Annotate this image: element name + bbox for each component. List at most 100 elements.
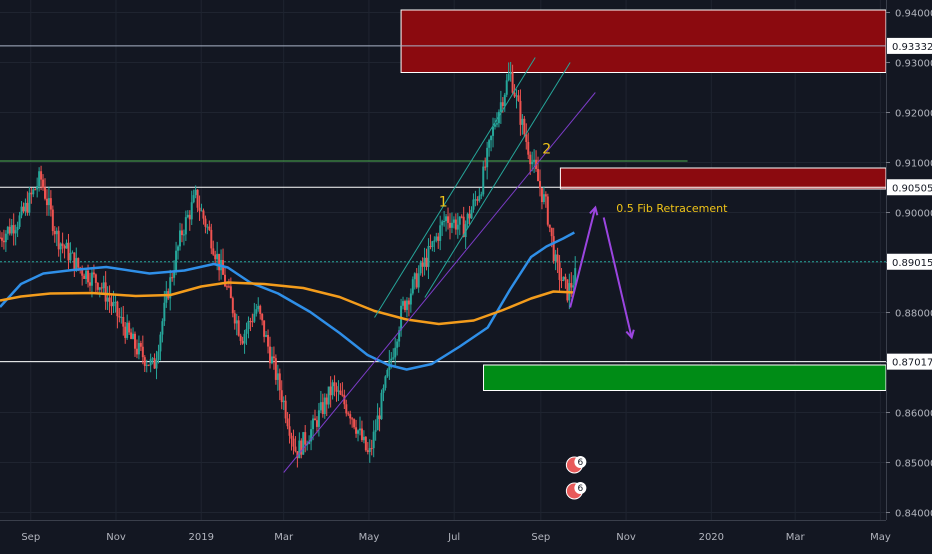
candle-body (261, 313, 264, 321)
candle-body (175, 250, 178, 272)
x-tick-label: May (359, 532, 380, 543)
candle-body (216, 253, 219, 260)
moving-average-blue (0, 231, 575, 371)
candle-body (523, 118, 526, 135)
candle-body (61, 243, 64, 246)
x-tick-label: Mar (274, 532, 294, 543)
candle-body (163, 302, 166, 322)
candle-body (4, 233, 7, 243)
candle-body (57, 230, 60, 250)
candle-body (155, 359, 158, 369)
candle-body (243, 333, 246, 344)
candle-body (225, 286, 228, 288)
candle-body (130, 332, 133, 339)
candle-body (386, 369, 389, 377)
price-zone (483, 364, 887, 391)
candle-body (212, 248, 215, 255)
candle-body (14, 230, 17, 234)
candle-body (190, 202, 193, 220)
candle-body (120, 316, 123, 318)
candle-body (85, 270, 88, 279)
candle-body (372, 431, 375, 449)
candle-body (325, 397, 328, 405)
candle-body (558, 262, 561, 280)
candle-body (315, 420, 318, 427)
price-marker-label: 0.87017 (892, 358, 932, 369)
candle-body (480, 194, 483, 196)
candle-body (505, 80, 508, 95)
candle-body (59, 243, 62, 250)
candle-body (30, 192, 33, 195)
candle-body (345, 404, 348, 414)
candle-body (343, 395, 346, 405)
candle-body (139, 343, 142, 347)
candle-body (403, 301, 406, 310)
candle-body (392, 357, 395, 359)
candle-body (411, 279, 414, 294)
candle-body (83, 275, 86, 279)
candle-body (267, 335, 270, 347)
candle-body (171, 277, 174, 279)
candle-body (108, 297, 111, 302)
candle-body (118, 316, 121, 318)
candle-body (529, 154, 532, 165)
candle-body (231, 298, 234, 314)
candle-body (313, 418, 316, 421)
candle-body (364, 436, 367, 451)
candle-body (98, 287, 101, 290)
candle-body (456, 224, 459, 230)
candle-body (478, 195, 481, 201)
candle-body (409, 293, 412, 305)
y-axis-panel (886, 0, 932, 550)
candle-body (574, 268, 577, 286)
candle-body (73, 252, 76, 271)
event-marker: 6 (565, 456, 587, 474)
candle-body (488, 140, 491, 148)
candle-body (247, 320, 250, 330)
candle-body (429, 246, 432, 248)
candle-body (169, 277, 172, 299)
candle-body (75, 258, 78, 271)
candle-body (503, 94, 506, 106)
candle-body (415, 273, 418, 288)
candle-body (24, 202, 27, 212)
candle-body (182, 234, 185, 236)
candle-body (198, 207, 201, 211)
moving-average-orange (0, 281, 575, 326)
candle-body (235, 320, 238, 324)
candle-body (462, 216, 465, 238)
candle-body (308, 441, 311, 444)
candle-body (265, 335, 268, 337)
candle-body (441, 221, 444, 226)
event-marker: 6 (565, 482, 587, 500)
candle-body (433, 240, 436, 242)
candle-body (378, 415, 381, 420)
candle-body (552, 236, 555, 262)
candle-body (450, 222, 453, 228)
candle-body (88, 282, 91, 286)
candle-body (188, 214, 191, 220)
candle-body (208, 226, 211, 230)
candle-body (100, 287, 103, 289)
annotation-label: 2 (542, 142, 551, 158)
x-tick-label: Sep (21, 532, 40, 543)
candle-body (280, 390, 283, 403)
x-axis-panel (0, 520, 932, 550)
candle-body (538, 181, 541, 189)
candle-body (132, 333, 135, 339)
candle-body (437, 236, 440, 241)
candle-body (63, 245, 66, 249)
candle-body (114, 301, 117, 303)
candle-body (501, 102, 504, 106)
candle-body (239, 335, 242, 341)
candle-body (233, 313, 236, 324)
candle-body (10, 225, 13, 234)
candle-body (337, 390, 340, 392)
candle-body (452, 219, 455, 223)
candle-body (341, 394, 344, 396)
candle-body (439, 225, 442, 241)
